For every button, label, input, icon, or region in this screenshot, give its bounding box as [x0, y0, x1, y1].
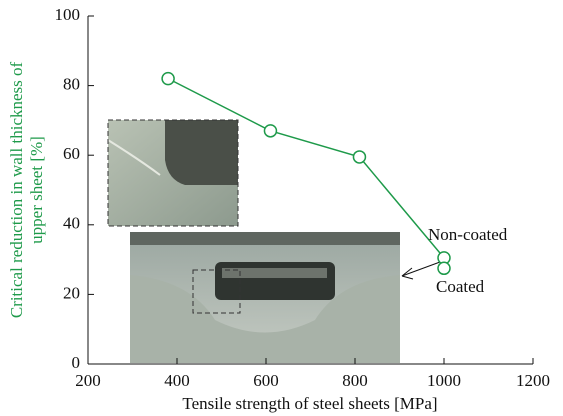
x-tick-label: 800 [342, 371, 368, 390]
x-tick-label: 200 [75, 371, 101, 390]
y-tick-label: 0 [72, 353, 81, 372]
y-axis-label: upper sheet [%] [27, 136, 46, 244]
series-label: Non-coated [428, 225, 508, 244]
series-label: Coated [436, 277, 485, 296]
x-tick-label: 400 [164, 371, 190, 390]
y-tick-label: 40 [63, 214, 80, 233]
y-tick-label: 80 [63, 75, 80, 94]
y-tick-label: 100 [55, 5, 81, 24]
data-point [264, 125, 276, 137]
x-axis-label: Tensile strength of steel sheets [MPa] [182, 394, 437, 413]
x-tick-label: 1000 [427, 371, 461, 390]
data-point [438, 262, 450, 274]
y-axis-label: Critical reduction in wall thickness of [7, 61, 26, 318]
data-point [353, 151, 365, 163]
x-tick-label: 600 [253, 371, 279, 390]
inset-photo [108, 120, 238, 226]
y-tick-label: 60 [63, 144, 80, 163]
main-photo [130, 232, 400, 363]
data-point [162, 73, 174, 85]
x-tick-label: 1200 [516, 371, 550, 390]
chart: Tensile strength of steel sheets [MPa] C… [0, 0, 563, 416]
y-tick-label: 20 [63, 283, 80, 302]
arrow [402, 262, 440, 276]
